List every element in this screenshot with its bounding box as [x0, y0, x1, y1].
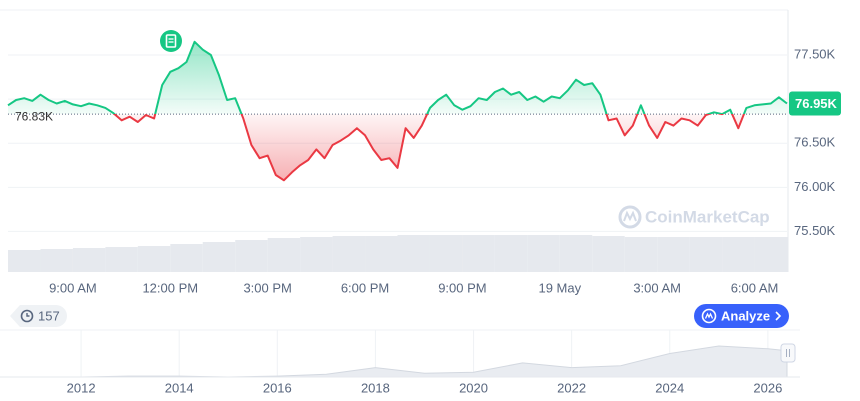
volume-bar	[235, 240, 268, 272]
x-tick-label: 19 May	[538, 280, 581, 295]
volume-bar	[559, 235, 593, 272]
event-marker[interactable]	[160, 30, 182, 52]
volume-bar	[787, 237, 788, 272]
navigator-tick-label: 2012	[67, 380, 96, 395]
volume-bar	[754, 237, 787, 272]
volume-bar	[137, 246, 171, 272]
volume-bar	[462, 235, 495, 272]
volume-bar	[689, 237, 723, 272]
volume-bar	[202, 242, 236, 272]
y-tick-label: 76.50K	[794, 135, 836, 150]
last-price-label: 76.95K	[795, 96, 838, 111]
x-tick-label: 9:00 PM	[438, 280, 486, 295]
navigator-tick-label: 2014	[165, 380, 194, 395]
analyze-button[interactable]: Analyze	[694, 304, 789, 328]
volume-bar	[722, 237, 755, 272]
volume-bar	[8, 250, 41, 272]
navigator-tick-label: 2020	[459, 380, 488, 395]
x-tick-label: 12:00 PM	[142, 280, 198, 295]
navigator-tick-label: 2018	[361, 380, 390, 395]
events-count: 157	[38, 308, 60, 323]
price-area	[8, 41, 787, 181]
watermark-text: CoinMarketCap	[645, 207, 770, 226]
volume-bar	[592, 236, 625, 272]
analyze-label: Analyze	[721, 308, 770, 323]
volume-bar	[72, 248, 106, 272]
volume-bar	[624, 237, 658, 272]
events-button[interactable]: 157	[10, 305, 67, 327]
navigator-tick-label: 2022	[557, 380, 586, 395]
watermark: CoinMarketCap	[618, 205, 770, 229]
navigator-tick-label: 2026	[753, 380, 782, 395]
x-tick-label: 9:00 AM	[49, 280, 97, 295]
price-line	[7, 40, 788, 182]
y-tick-label: 76.00K	[794, 179, 836, 194]
volume-bar	[527, 235, 560, 272]
volume-bar	[397, 235, 430, 272]
baseline-label: 76.83K	[15, 109, 53, 123]
x-tick-label: 3:00 AM	[633, 280, 681, 295]
volume-bar	[657, 237, 690, 272]
volume-bar	[300, 237, 333, 272]
navigator-tick-label: 2016	[263, 380, 292, 395]
navigator-handle[interactable]	[780, 343, 796, 363]
x-tick-label: 6:00 PM	[341, 280, 389, 295]
volume-bar	[170, 244, 203, 272]
volume-bar	[267, 238, 301, 272]
navigator-tick-label: 2024	[655, 380, 684, 395]
y-tick-label: 75.50K	[794, 223, 836, 238]
x-tick-label: 6:00 AM	[731, 280, 779, 295]
volume-bar	[365, 236, 398, 272]
y-tick-label: 77.50K	[794, 46, 836, 61]
volume-bar	[40, 249, 73, 272]
x-tick-label: 3:00 PM	[243, 280, 291, 295]
last-price-box	[789, 91, 841, 116]
volume-bar	[105, 247, 138, 272]
volume-bar	[429, 235, 463, 272]
volume-bar	[332, 236, 366, 272]
volume-bar	[494, 235, 528, 272]
